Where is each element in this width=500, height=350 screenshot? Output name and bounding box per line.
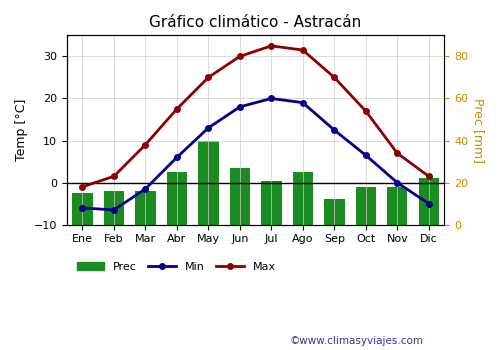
Bar <box>135 191 156 225</box>
Bar <box>261 181 281 225</box>
Legend: Prec, Min, Max: Prec, Min, Max <box>72 257 280 276</box>
Bar <box>104 191 124 225</box>
Bar <box>418 178 439 225</box>
Title: Gráfico climático - Astracán: Gráfico climático - Astracán <box>150 15 362 30</box>
Bar <box>324 199 344 225</box>
Bar <box>387 187 407 225</box>
Bar <box>166 172 187 225</box>
Bar <box>292 172 313 225</box>
Y-axis label: Temp [°C]: Temp [°C] <box>15 99 28 161</box>
Bar <box>198 141 218 225</box>
Text: ©www.climasyviajes.com: ©www.climasyviajes.com <box>290 336 424 346</box>
Bar <box>72 193 92 225</box>
Bar <box>230 168 250 225</box>
Y-axis label: Prec [mm]: Prec [mm] <box>472 98 485 162</box>
Bar <box>356 187 376 225</box>
